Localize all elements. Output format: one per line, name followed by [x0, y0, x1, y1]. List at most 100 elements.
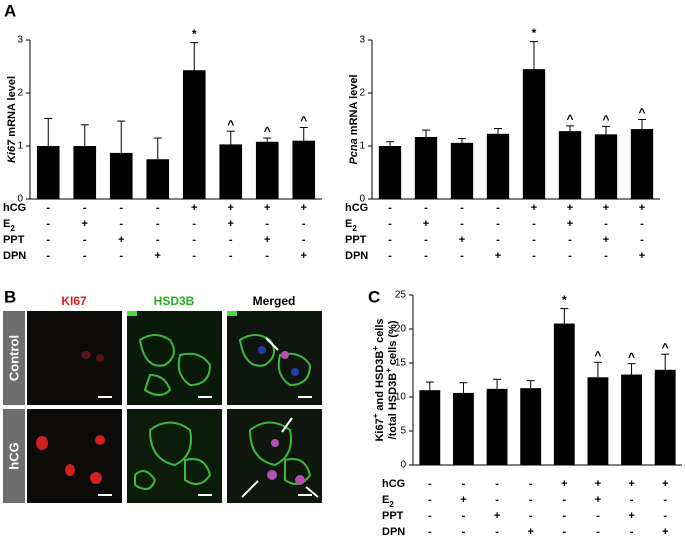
- treatment-mark: -: [83, 234, 87, 246]
- treatment-name-part: hCG: [382, 478, 405, 490]
- error-bar: [526, 380, 535, 389]
- treatment-name-part: DPN: [3, 250, 26, 262]
- treatment-name: hCG: [3, 202, 26, 214]
- treatment-mark: -: [462, 478, 466, 490]
- treatment-mark: +: [264, 234, 270, 246]
- bar: [146, 159, 170, 199]
- error-bar: [299, 126, 308, 141]
- treatment-mark: -: [302, 218, 306, 230]
- treatment-mark: -: [532, 218, 536, 230]
- treatment-mark: -: [302, 234, 306, 246]
- row-label: hCG: [6, 442, 21, 469]
- treatment-mark: -: [462, 510, 466, 522]
- bar: [558, 131, 582, 199]
- y-tick-label: 2: [359, 88, 365, 99]
- y-tick-label: 3: [359, 35, 365, 46]
- treatment-name-part: E: [345, 218, 352, 230]
- error-bar: [263, 137, 272, 142]
- treatment-name: PPT: [3, 234, 25, 246]
- error-bar: [226, 130, 235, 145]
- treatment-mark: -: [496, 218, 500, 230]
- treatment-mark: -: [229, 234, 233, 246]
- bar: [450, 142, 474, 199]
- y-axis-label-part: and HSD3B: [374, 351, 386, 414]
- treatment-mark: -: [46, 218, 50, 230]
- treatment-mark: -: [562, 526, 566, 538]
- y-axis-label-part: +: [384, 368, 393, 373]
- treatment-mark: +: [301, 202, 307, 214]
- treatment-mark: +: [567, 218, 573, 230]
- error-bar: [153, 137, 162, 160]
- y-axis-label: Ki67+ and HSD3B+ cells: [371, 318, 386, 441]
- treatment-name: E2: [3, 218, 15, 233]
- treatment-name-sub: 2: [10, 224, 15, 233]
- image: [27, 311, 122, 405]
- bar: [594, 134, 618, 199]
- panel-label: B: [4, 287, 16, 306]
- treatment-name: DPN: [345, 250, 368, 262]
- y-axis-label-part: cells: [374, 318, 386, 346]
- treatment-mark: -: [460, 218, 464, 230]
- y-tick-label: 5: [400, 426, 406, 437]
- treatment-mark: +: [494, 510, 500, 522]
- treatment-mark: +: [567, 202, 573, 214]
- treatment-mark: -: [532, 234, 536, 246]
- error-bar: [422, 129, 430, 137]
- bar: [73, 146, 97, 199]
- treatment-mark: -: [604, 218, 608, 230]
- treatment-name: E2: [345, 218, 357, 233]
- error-bar: [44, 117, 53, 146]
- treatment-mark: +: [495, 250, 501, 262]
- treatment-name-part: DPN: [345, 250, 368, 262]
- bar: [414, 136, 438, 199]
- treatment-mark: -: [460, 250, 464, 262]
- treatment-mark: +: [82, 218, 88, 230]
- image: [227, 311, 322, 405]
- bar: [292, 140, 316, 199]
- treatment-name: PPT: [345, 234, 367, 246]
- treatment-mark: +: [301, 250, 307, 262]
- treatment-mark: +: [628, 510, 634, 522]
- annotation: *: [562, 293, 567, 307]
- error-bar: [80, 124, 89, 146]
- treatment-name-part: DPN: [382, 526, 405, 538]
- treatment-mark: -: [495, 494, 499, 506]
- bar: [486, 388, 508, 465]
- treatment-mark: +: [531, 202, 537, 214]
- treatment-mark: -: [568, 234, 572, 246]
- treatment-name-part: PPT: [382, 510, 404, 522]
- treatment-mark: +: [639, 250, 645, 262]
- annotation: ^: [300, 114, 307, 128]
- treatment-mark: -: [529, 494, 533, 506]
- treatment-mark: -: [462, 526, 466, 538]
- y-tick-label: 1: [17, 141, 23, 152]
- bar: [255, 141, 279, 199]
- image: [27, 409, 122, 503]
- treatment-name-part: PPT: [345, 234, 367, 246]
- treatment-mark: -: [663, 510, 667, 522]
- annotation: ^: [638, 106, 645, 120]
- treatment-mark: +: [603, 202, 609, 214]
- treatment-mark: -: [46, 202, 50, 214]
- treatment-mark: -: [428, 526, 432, 538]
- treatment-mark: -: [424, 250, 428, 262]
- bar: [419, 390, 441, 465]
- treatment-mark: +: [228, 202, 234, 214]
- treatment-mark: -: [388, 234, 392, 246]
- treatment-mark: -: [156, 202, 160, 214]
- treatment-mark: -: [192, 250, 196, 262]
- treatment-mark: +: [191, 202, 197, 214]
- treatment-name: hCG: [382, 478, 405, 490]
- error-bar: [425, 381, 434, 391]
- error-bar: [593, 361, 602, 378]
- treatment-mark: -: [630, 494, 634, 506]
- y-tick-label: 20: [395, 324, 407, 335]
- treatment-mark: +: [603, 234, 609, 246]
- annotation: ^: [662, 340, 669, 354]
- treatment-mark: -: [388, 202, 392, 214]
- treatment-mark: +: [662, 526, 668, 538]
- treatment-name-part: hCG: [3, 202, 26, 214]
- treatment-mark: +: [155, 250, 161, 262]
- treatment-mark: +: [561, 478, 567, 490]
